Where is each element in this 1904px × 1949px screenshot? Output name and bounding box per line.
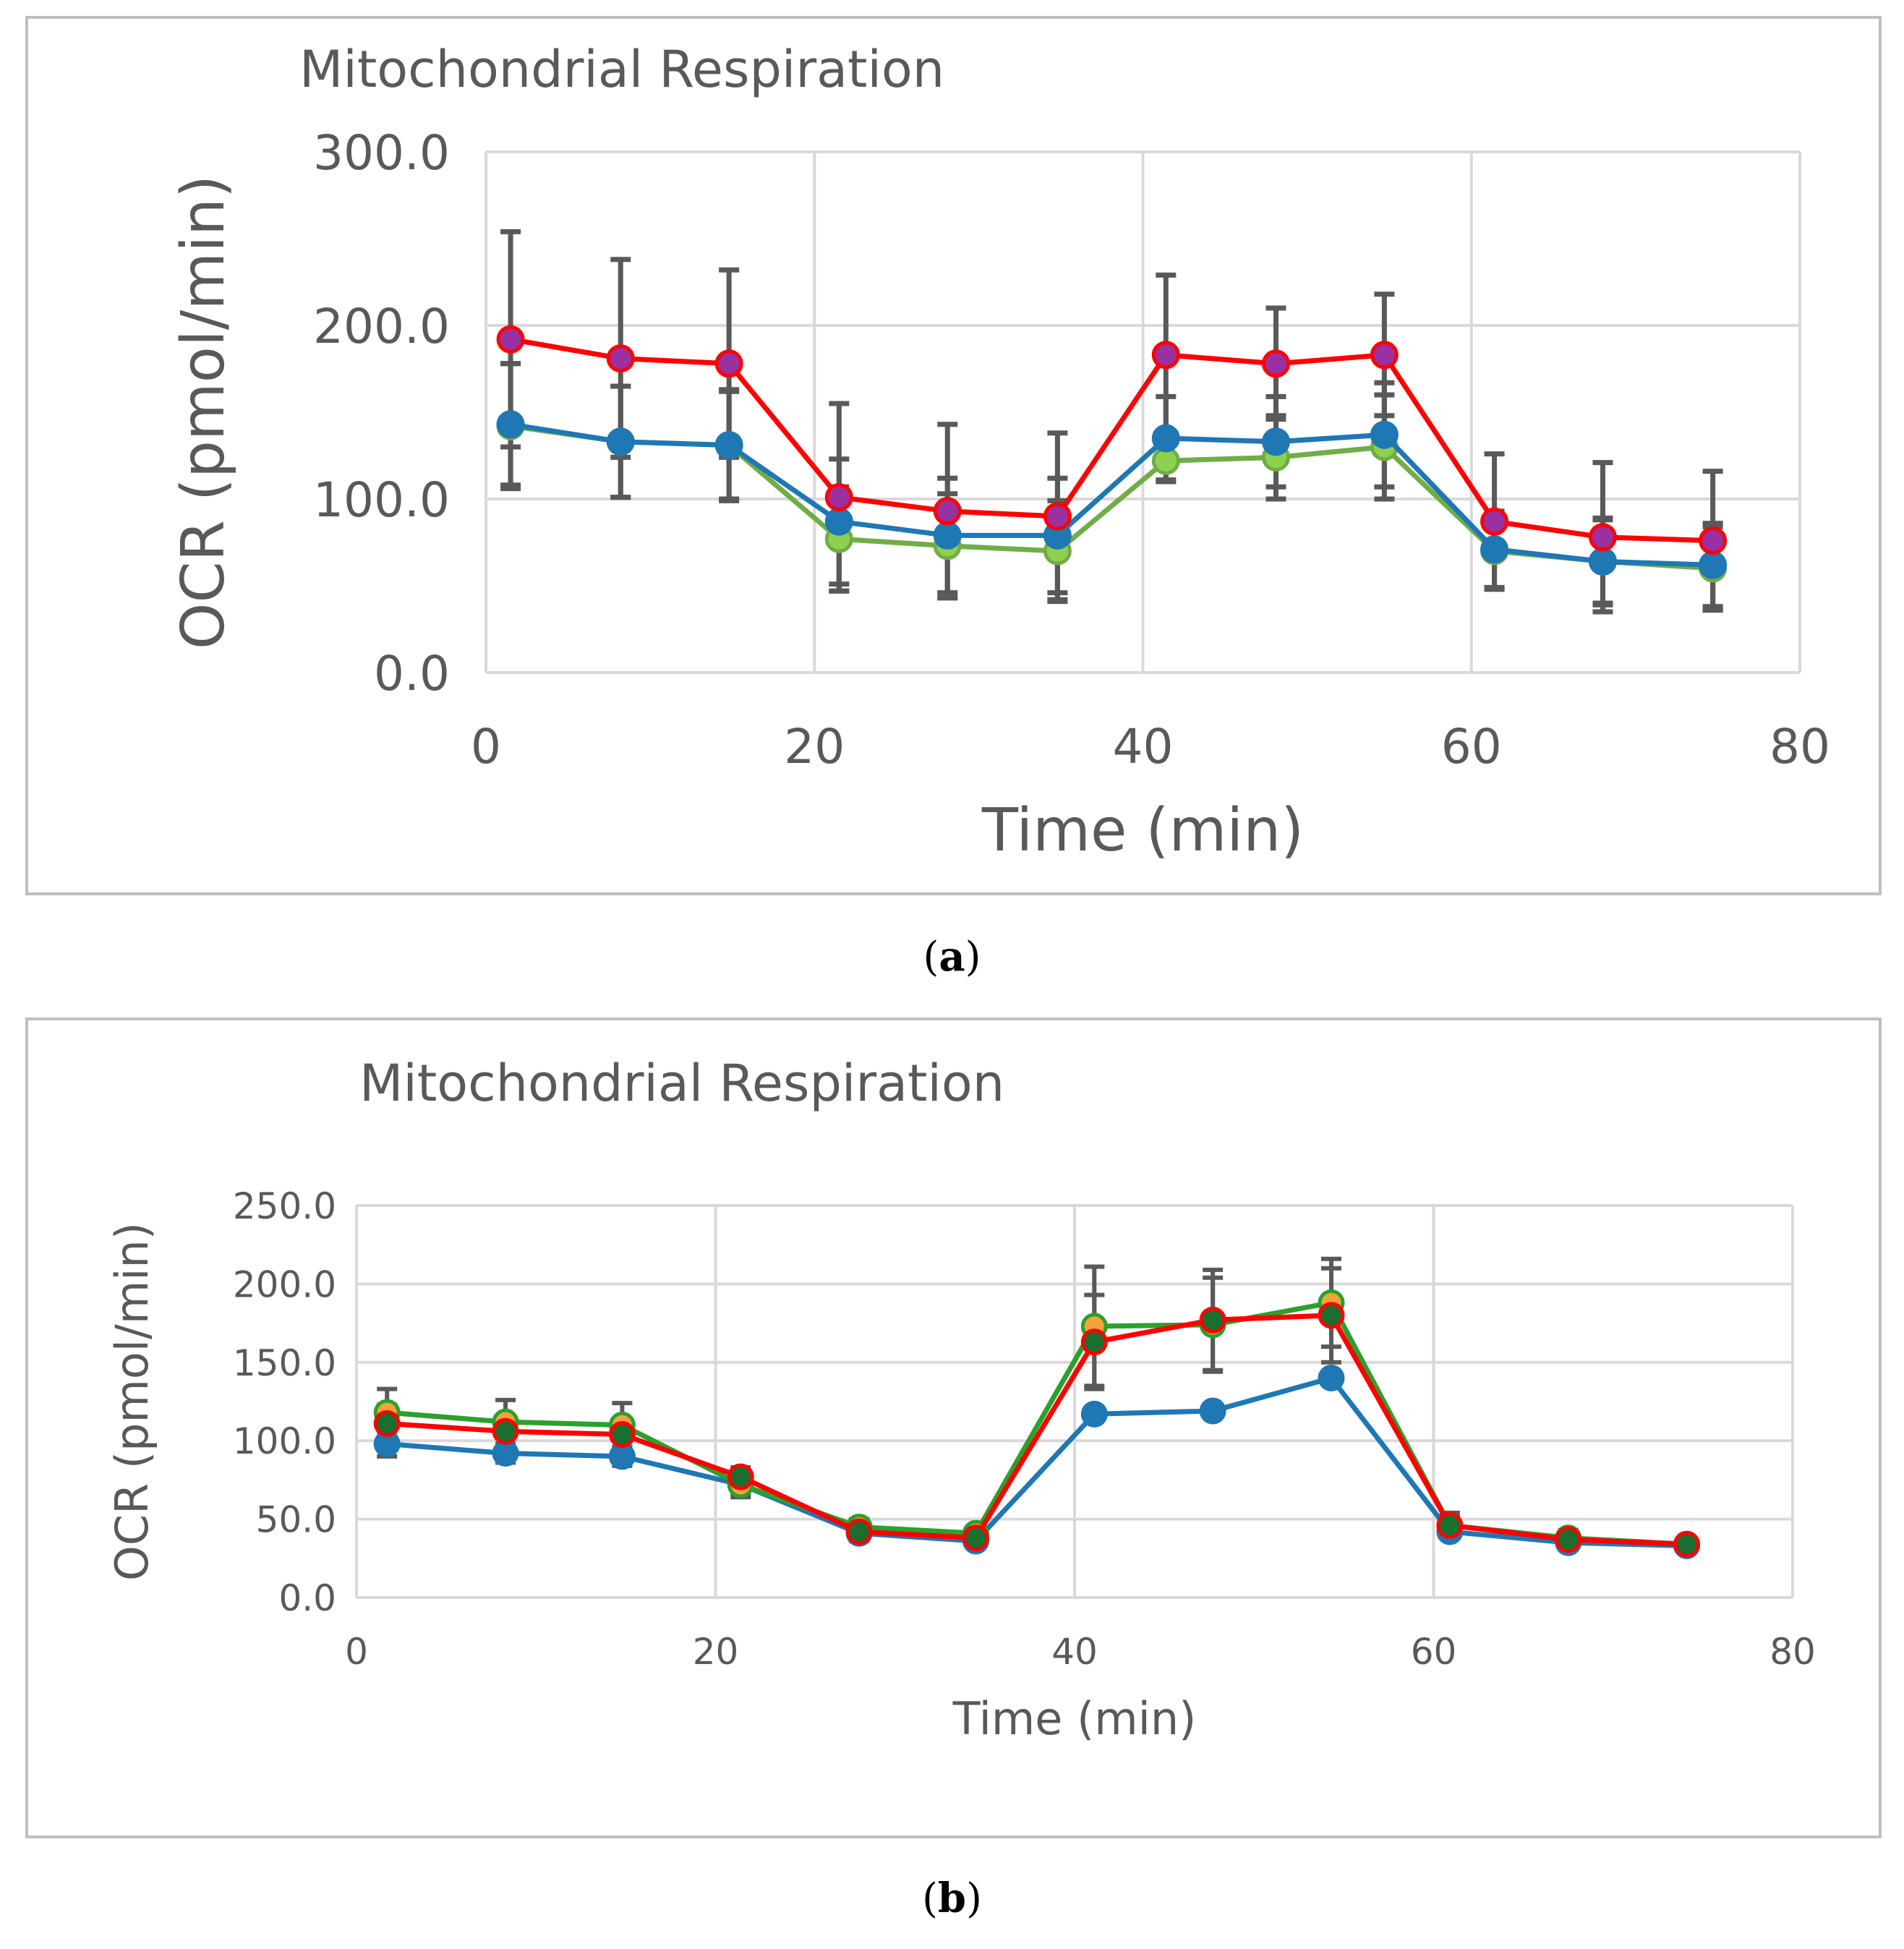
series-red-point [608,1421,636,1449]
series-blue-point [1318,1364,1345,1391]
series-blue-point [492,1440,519,1467]
y-tick-label: 300.0 [313,125,450,181]
series-red-point [496,325,525,354]
series-red-point [1261,349,1290,378]
series-blue-point [1261,427,1290,456]
series-blue-point [1699,550,1728,579]
chart-b-svg: Mitochondrial Respiration 0.0 50.0 100.0 150… [106,1054,1816,1745]
series-red-point [1151,341,1180,370]
series-red-point [606,344,635,373]
series-blue-point [608,1443,636,1470]
series-red-point [962,1524,989,1552]
y-tick-label: 100.0 [233,1420,336,1462]
x-tick-label: 0 [345,1631,368,1673]
series-red-point [1370,341,1399,370]
series-green-line [510,423,1713,571]
series-blue-point [824,507,853,536]
y-tick-label: 150.0 [233,1342,336,1384]
series-red-point [1043,502,1072,531]
series-blue-point [1480,535,1509,564]
series-red-line [386,1313,1687,1547]
chart-panel-b: Mitochondrial Respiration 0.0 50.0 100.0 150… [25,1018,1882,1838]
series-red-point [1480,507,1509,536]
caption-b-label: b [937,1875,967,1922]
series-blue-line [386,1375,1687,1548]
series-red-point [845,1518,873,1545]
series-red-point [1318,1302,1345,1329]
series-blue-point [933,521,962,550]
series-blue-point [714,431,743,460]
x-tick-label: 0 [471,719,501,775]
series-red-point [1588,523,1617,552]
chart-title: Mitochondrial Respiration [359,1054,1004,1113]
chart-title: Mitochondrial Respiration [299,40,944,99]
series-red-point [1673,1530,1701,1558]
series-blue-point [496,410,525,439]
x-tick-label: 80 [1769,719,1830,775]
series-green-error-bars [377,1256,1697,1553]
y-tick-label: 250.0 [233,1185,336,1227]
series-red-point [1699,526,1728,555]
series-red-point [1199,1306,1226,1334]
series-blue-point [1151,424,1180,453]
series-blue-point [1588,547,1617,576]
chart-panel-a: Mitochondrial Respiration 0.0 100.0 200.0 30… [25,16,1882,895]
y-axis-label: OCR (pmol/min) [106,1222,158,1581]
x-tick-label: 20 [693,1631,739,1673]
y-tick-label: 200.0 [233,1263,336,1305]
series-blue-point [1080,1400,1108,1428]
series-red-point [933,497,962,526]
series-green-line [386,1300,1687,1547]
series-blue-error-bars [377,1369,1697,1553]
caption-a-label: a [939,933,965,981]
series-red-point [1555,1526,1582,1553]
x-axis-label: Time (min) [981,796,1304,865]
series-red-point [727,1463,754,1490]
y-tick-label: 100.0 [313,472,450,528]
x-tick-label: 20 [784,719,845,775]
x-tick-label: 60 [1411,1631,1457,1673]
caption-b: (b) [922,1875,982,1922]
chart-a-svg: Mitochondrial Respiration 0.0 100.0 200.0 30… [169,40,1830,865]
series-red-point [1436,1511,1464,1539]
series-red-point [1080,1329,1108,1356]
series-red-point [824,483,853,512]
series-red-line [510,336,1713,544]
series-blue-point [1370,420,1399,449]
x-tick-label: 80 [1769,1631,1816,1673]
series-red-point [714,349,743,378]
y-tick-label: 0.0 [278,1577,336,1619]
series-blue-line [510,422,1713,568]
series-red-error-bars [377,1266,1697,1551]
y-axis-label: OCR (pmol/min) [169,175,238,649]
series-blue-point [606,427,635,456]
y-tick-label: 50.0 [256,1499,336,1541]
series-red-point [492,1417,519,1445]
series-blue-point [1199,1397,1226,1425]
x-tick-label: 40 [1113,719,1174,775]
caption-a: (a) [923,933,981,981]
x-axis-label: Time (min) [952,1692,1197,1745]
y-tick-label: 200.0 [313,299,450,354]
series-red-point [373,1409,401,1437]
x-tick-label: 60 [1441,719,1502,775]
x-tick-label: 40 [1051,1631,1098,1673]
y-tick-label: 0.0 [374,646,450,701]
